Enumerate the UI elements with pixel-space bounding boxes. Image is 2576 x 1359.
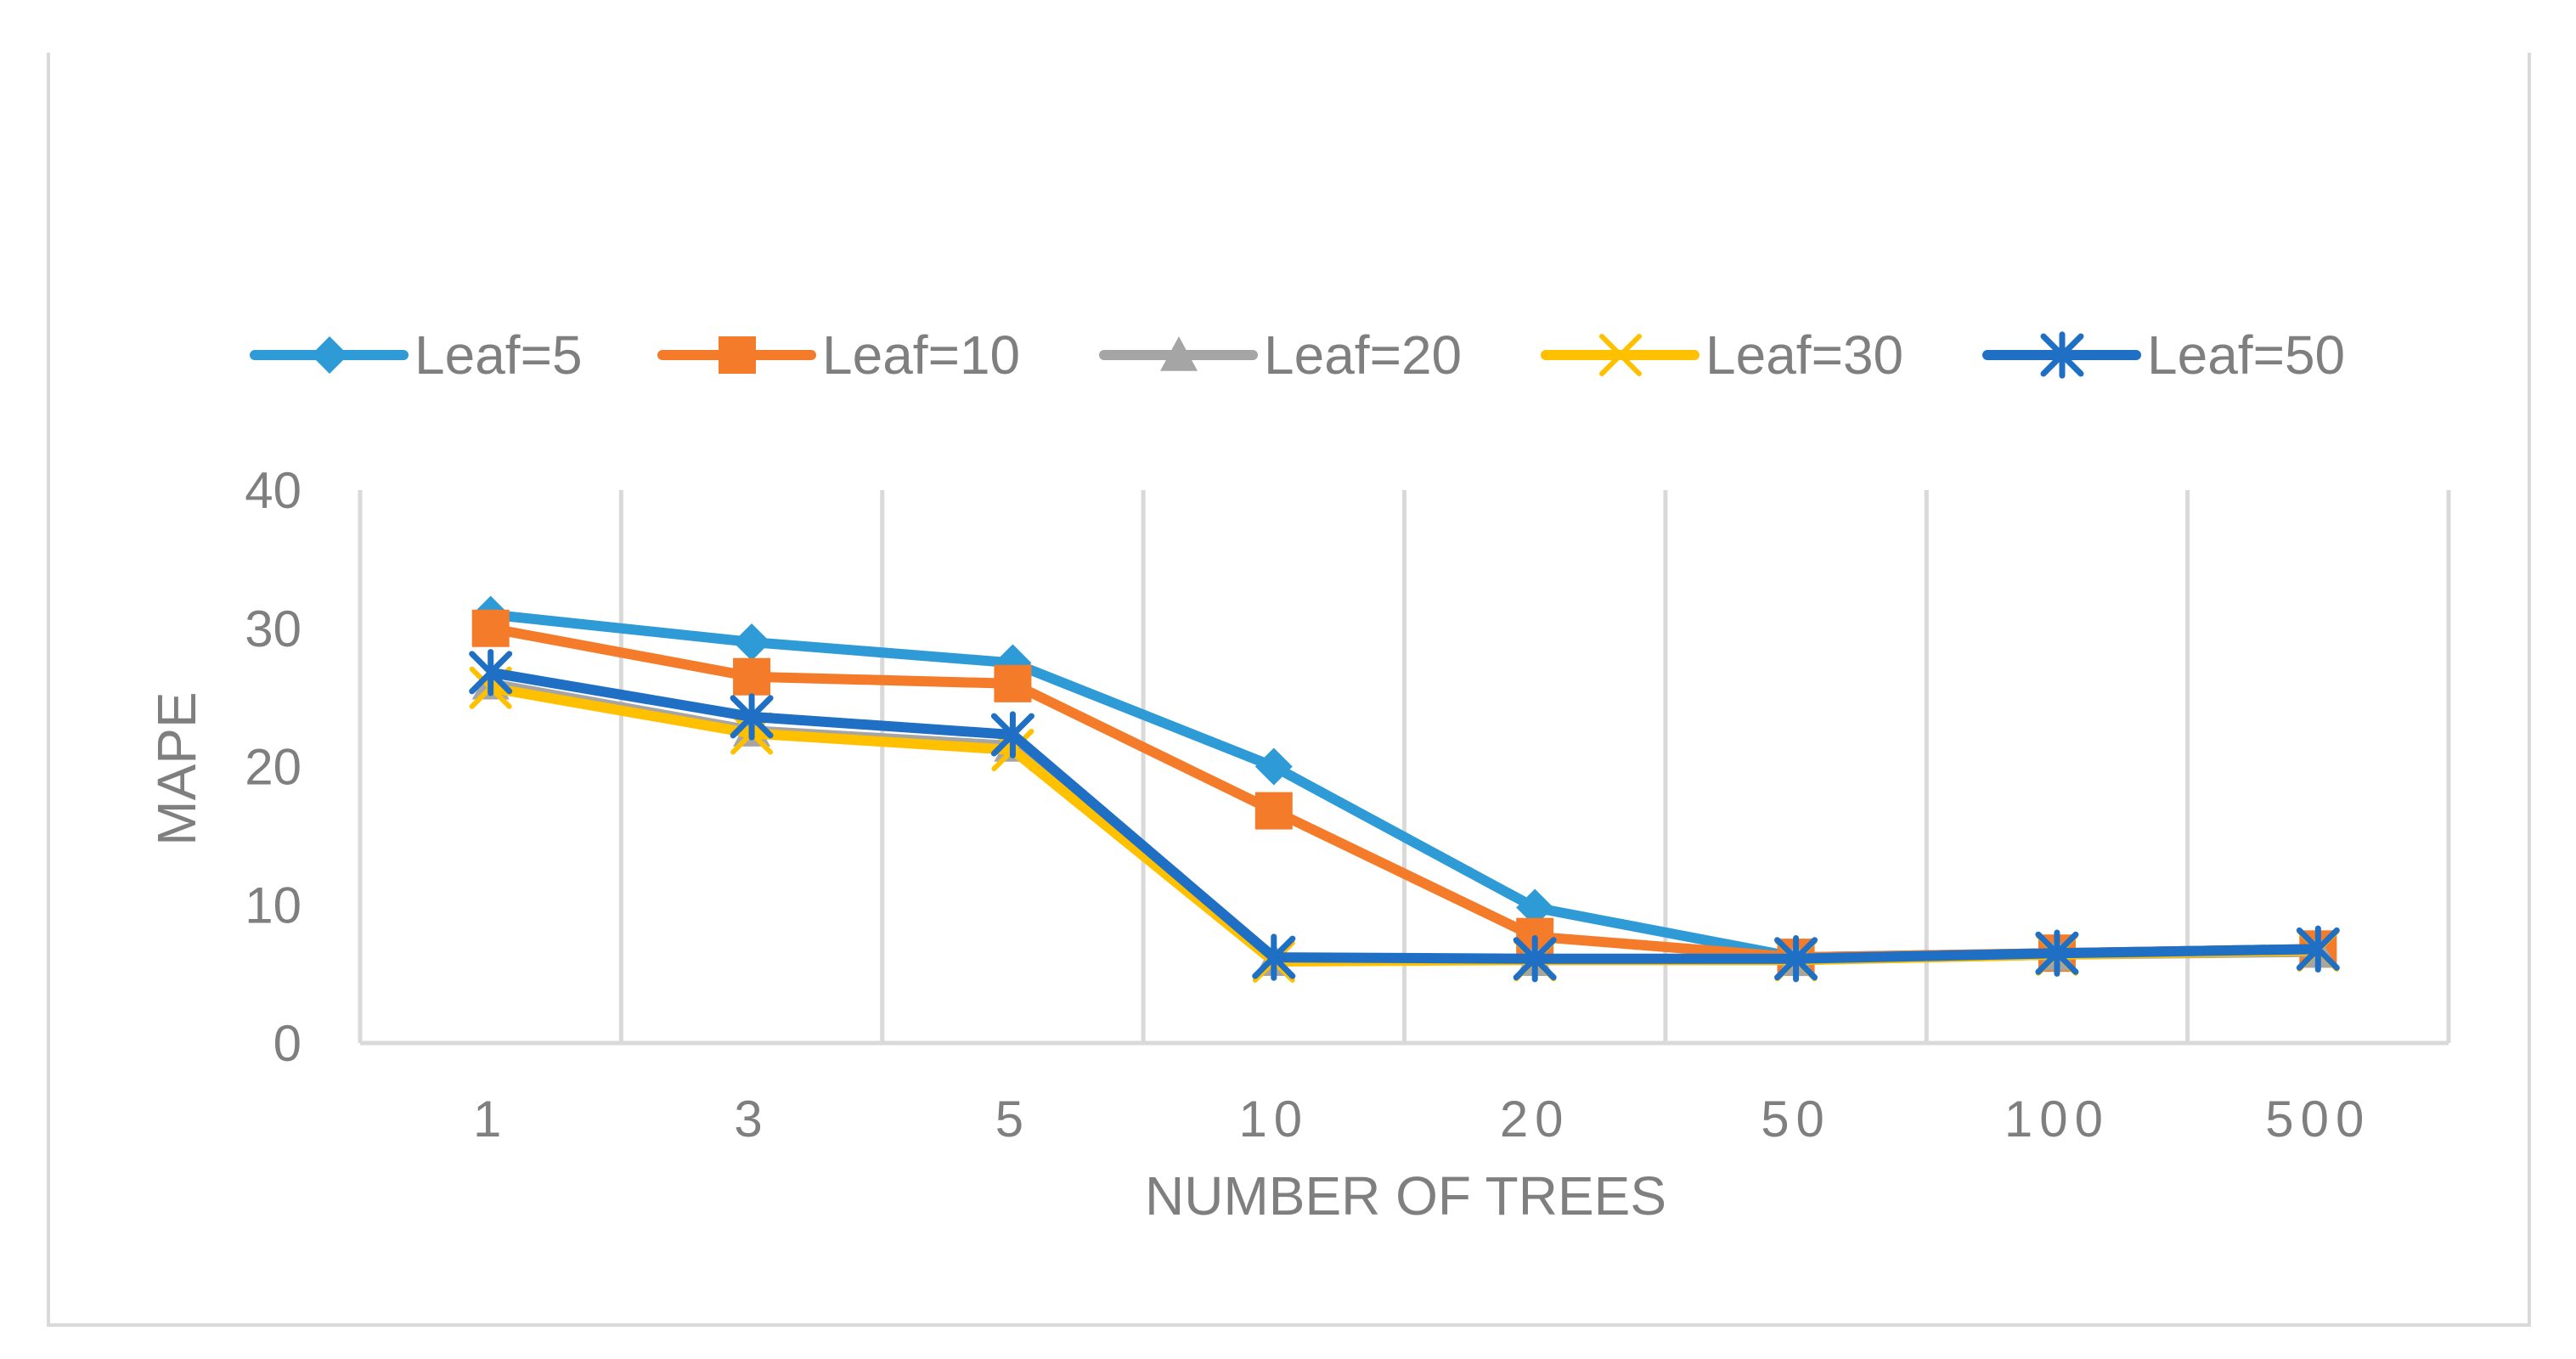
x-tick-label: 100 <box>2004 1091 2110 1148</box>
series-layer <box>469 595 2340 983</box>
data-point <box>990 711 1034 758</box>
x-tick-label: 50 <box>1761 1091 1831 1148</box>
data-point <box>733 623 771 662</box>
x-tick-label: 500 <box>2265 1091 2370 1148</box>
x-axis-title: NUMBER OF TREES <box>1145 1165 1666 1226</box>
x-tick-label: 1 <box>473 1091 508 1148</box>
legend-marker <box>719 336 756 374</box>
legend-label: Leaf=20 <box>1264 324 1462 386</box>
marker-stroke <box>1599 334 1642 376</box>
legend-marker <box>1160 336 1198 371</box>
y-tick-label: 10 <box>245 877 302 933</box>
chart-frame <box>47 53 2531 1327</box>
data-point <box>1252 933 1296 981</box>
legend-marker <box>2040 331 2084 379</box>
legend-label: Leaf=10 <box>822 324 1020 386</box>
data-point <box>469 649 513 696</box>
x-tick-label: 3 <box>734 1091 769 1148</box>
data-point <box>2296 925 2340 973</box>
x-tick-label: 20 <box>1500 1091 1570 1148</box>
data-point <box>1513 935 1557 983</box>
legend-item-leaf-20: Leaf=20 <box>1099 324 1462 386</box>
y-axis-title: MAPE <box>146 691 207 845</box>
legend-marker <box>311 336 348 374</box>
y-tick-label: 30 <box>245 601 302 657</box>
data-point <box>1774 935 1818 983</box>
data-point <box>1254 747 1293 786</box>
legend-label: Leaf=5 <box>414 324 583 386</box>
legend-item-leaf-5: Leaf=5 <box>250 324 583 386</box>
axis-layer: 0 10 20 30 40 1 3 5 10 20 50 100 500 <box>245 462 2449 1148</box>
data-point <box>994 664 1032 702</box>
legend: Leaf=5 Leaf=10 Leaf=20 Leaf=30 Leaf=50 <box>250 324 2345 386</box>
legend-label: Leaf=30 <box>1705 324 1903 386</box>
y-tick-label: 40 <box>245 462 302 519</box>
series-line <box>489 667 2319 964</box>
data-point <box>1254 792 1293 830</box>
y-tick-label: 20 <box>245 739 302 796</box>
series-leaf-50 <box>469 649 2340 983</box>
y-tick-label: 0 <box>273 1015 302 1072</box>
x-tick-label: 10 <box>1238 1091 1309 1148</box>
data-point <box>1516 888 1554 927</box>
data-point <box>2035 929 2079 977</box>
data-point <box>730 693 774 741</box>
legend-item-leaf-10: Leaf=10 <box>657 324 1020 386</box>
legend-marker <box>1599 334 1642 376</box>
data-point <box>733 657 771 696</box>
legend-label: Leaf=50 <box>2147 324 2345 386</box>
data-point <box>471 609 510 647</box>
legend-item-leaf-30: Leaf=30 <box>1541 324 1903 386</box>
legend-item-leaf-50: Leaf=50 <box>1982 324 2345 386</box>
x-tick-label: 5 <box>995 1091 1030 1148</box>
